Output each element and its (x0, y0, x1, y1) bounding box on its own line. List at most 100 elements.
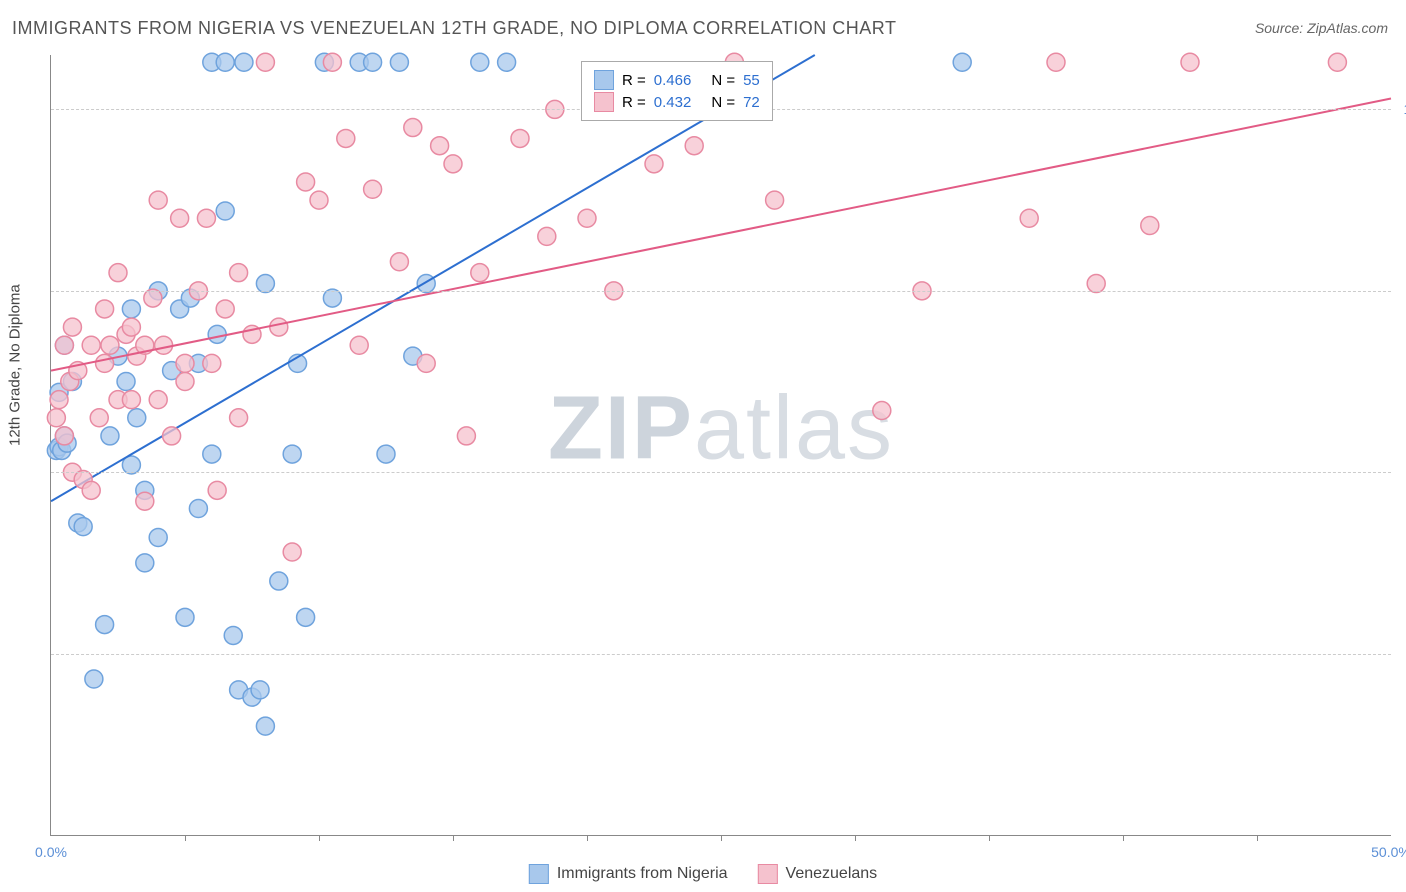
data-point (270, 572, 288, 590)
data-point (197, 209, 215, 227)
gridline (51, 291, 1391, 292)
data-point (82, 336, 100, 354)
data-point (149, 391, 167, 409)
data-point (377, 445, 395, 463)
legend-r-label: R = (622, 94, 646, 111)
data-point (431, 137, 449, 155)
x-tick-label: 0.0% (35, 844, 67, 860)
x-tick-label: 50.0% (1371, 844, 1406, 860)
data-point (350, 336, 368, 354)
data-point (471, 53, 489, 71)
plot-area: ZIPatlas 85.0%90.0%95.0%100.0%0.0%50.0%R… (50, 55, 1391, 836)
x-minor-tick (319, 835, 320, 841)
y-axis-label: 12th Grade, No Diploma (7, 284, 24, 446)
data-point (364, 180, 382, 198)
x-minor-tick (453, 835, 454, 841)
legend-swatch-nigeria (529, 864, 549, 884)
data-point (498, 53, 516, 71)
gridline (51, 654, 1391, 655)
data-point (230, 409, 248, 427)
legend-item-venezuelans: Venezuelans (758, 864, 878, 884)
data-point (117, 373, 135, 391)
legend-item-nigeria: Immigrants from Nigeria (529, 864, 728, 884)
data-point (283, 445, 301, 463)
data-point (323, 53, 341, 71)
data-point (96, 354, 114, 372)
data-point (176, 608, 194, 626)
data-point (50, 391, 68, 409)
x-minor-tick (1123, 835, 1124, 841)
data-point (136, 554, 154, 572)
chart-svg (51, 55, 1391, 835)
legend-n-value: 55 (743, 72, 760, 89)
legend-r-value: 0.466 (654, 72, 692, 89)
x-minor-tick (855, 835, 856, 841)
legend-bottom: Immigrants from Nigeria Venezuelans (529, 864, 877, 884)
data-point (55, 427, 73, 445)
data-point (155, 336, 173, 354)
data-point (82, 481, 100, 499)
data-point (96, 300, 114, 318)
source-attribution: Source: ZipAtlas.com (1255, 20, 1388, 36)
data-point (136, 492, 154, 510)
data-point (101, 336, 119, 354)
data-point (256, 717, 274, 735)
data-point (390, 53, 408, 71)
data-point (74, 518, 92, 536)
data-point (953, 53, 971, 71)
data-point (511, 129, 529, 147)
data-point (1020, 209, 1038, 227)
data-point (47, 409, 65, 427)
data-point (578, 209, 596, 227)
data-point (457, 427, 475, 445)
data-point (364, 53, 382, 71)
data-point (171, 209, 189, 227)
trend-line (51, 99, 1391, 371)
data-point (1181, 53, 1199, 71)
data-point (90, 409, 108, 427)
data-point (337, 129, 355, 147)
data-point (310, 191, 328, 209)
data-point (251, 681, 269, 699)
data-point (390, 253, 408, 271)
data-point (122, 300, 140, 318)
data-point (176, 354, 194, 372)
x-minor-tick (587, 835, 588, 841)
data-point (444, 155, 462, 173)
data-point (189, 499, 207, 517)
legend-label-nigeria: Immigrants from Nigeria (557, 865, 728, 883)
data-point (122, 391, 140, 409)
data-point (203, 445, 221, 463)
gridline (51, 472, 1391, 473)
data-point (216, 300, 234, 318)
data-point (404, 119, 422, 137)
data-point (685, 137, 703, 155)
data-point (645, 155, 663, 173)
data-point (1141, 217, 1159, 235)
data-point (235, 53, 253, 71)
data-point (538, 227, 556, 245)
legend-n-label: N = (711, 94, 735, 111)
legend-r-value: 0.432 (654, 94, 692, 111)
data-point (224, 626, 242, 644)
data-point (873, 402, 891, 420)
data-point (297, 608, 315, 626)
data-point (417, 354, 435, 372)
data-point (471, 264, 489, 282)
legend-label-venezuelans: Venezuelans (786, 865, 878, 883)
legend-n-value: 72 (743, 94, 760, 111)
legend-stats-row: R = 0.432 N = 72 (594, 92, 760, 112)
data-point (96, 616, 114, 634)
data-point (163, 427, 181, 445)
data-point (216, 53, 234, 71)
data-point (766, 191, 784, 209)
legend-r-label: R = (622, 72, 646, 89)
data-point (216, 202, 234, 220)
legend-stats: R = 0.466 N = 55 R = 0.432 N = 72 (581, 61, 773, 121)
data-point (208, 481, 226, 499)
legend-stats-row: R =0.466N =55 (594, 70, 760, 90)
data-point (149, 529, 167, 547)
data-point (85, 670, 103, 688)
data-point (270, 318, 288, 336)
x-minor-tick (185, 835, 186, 841)
